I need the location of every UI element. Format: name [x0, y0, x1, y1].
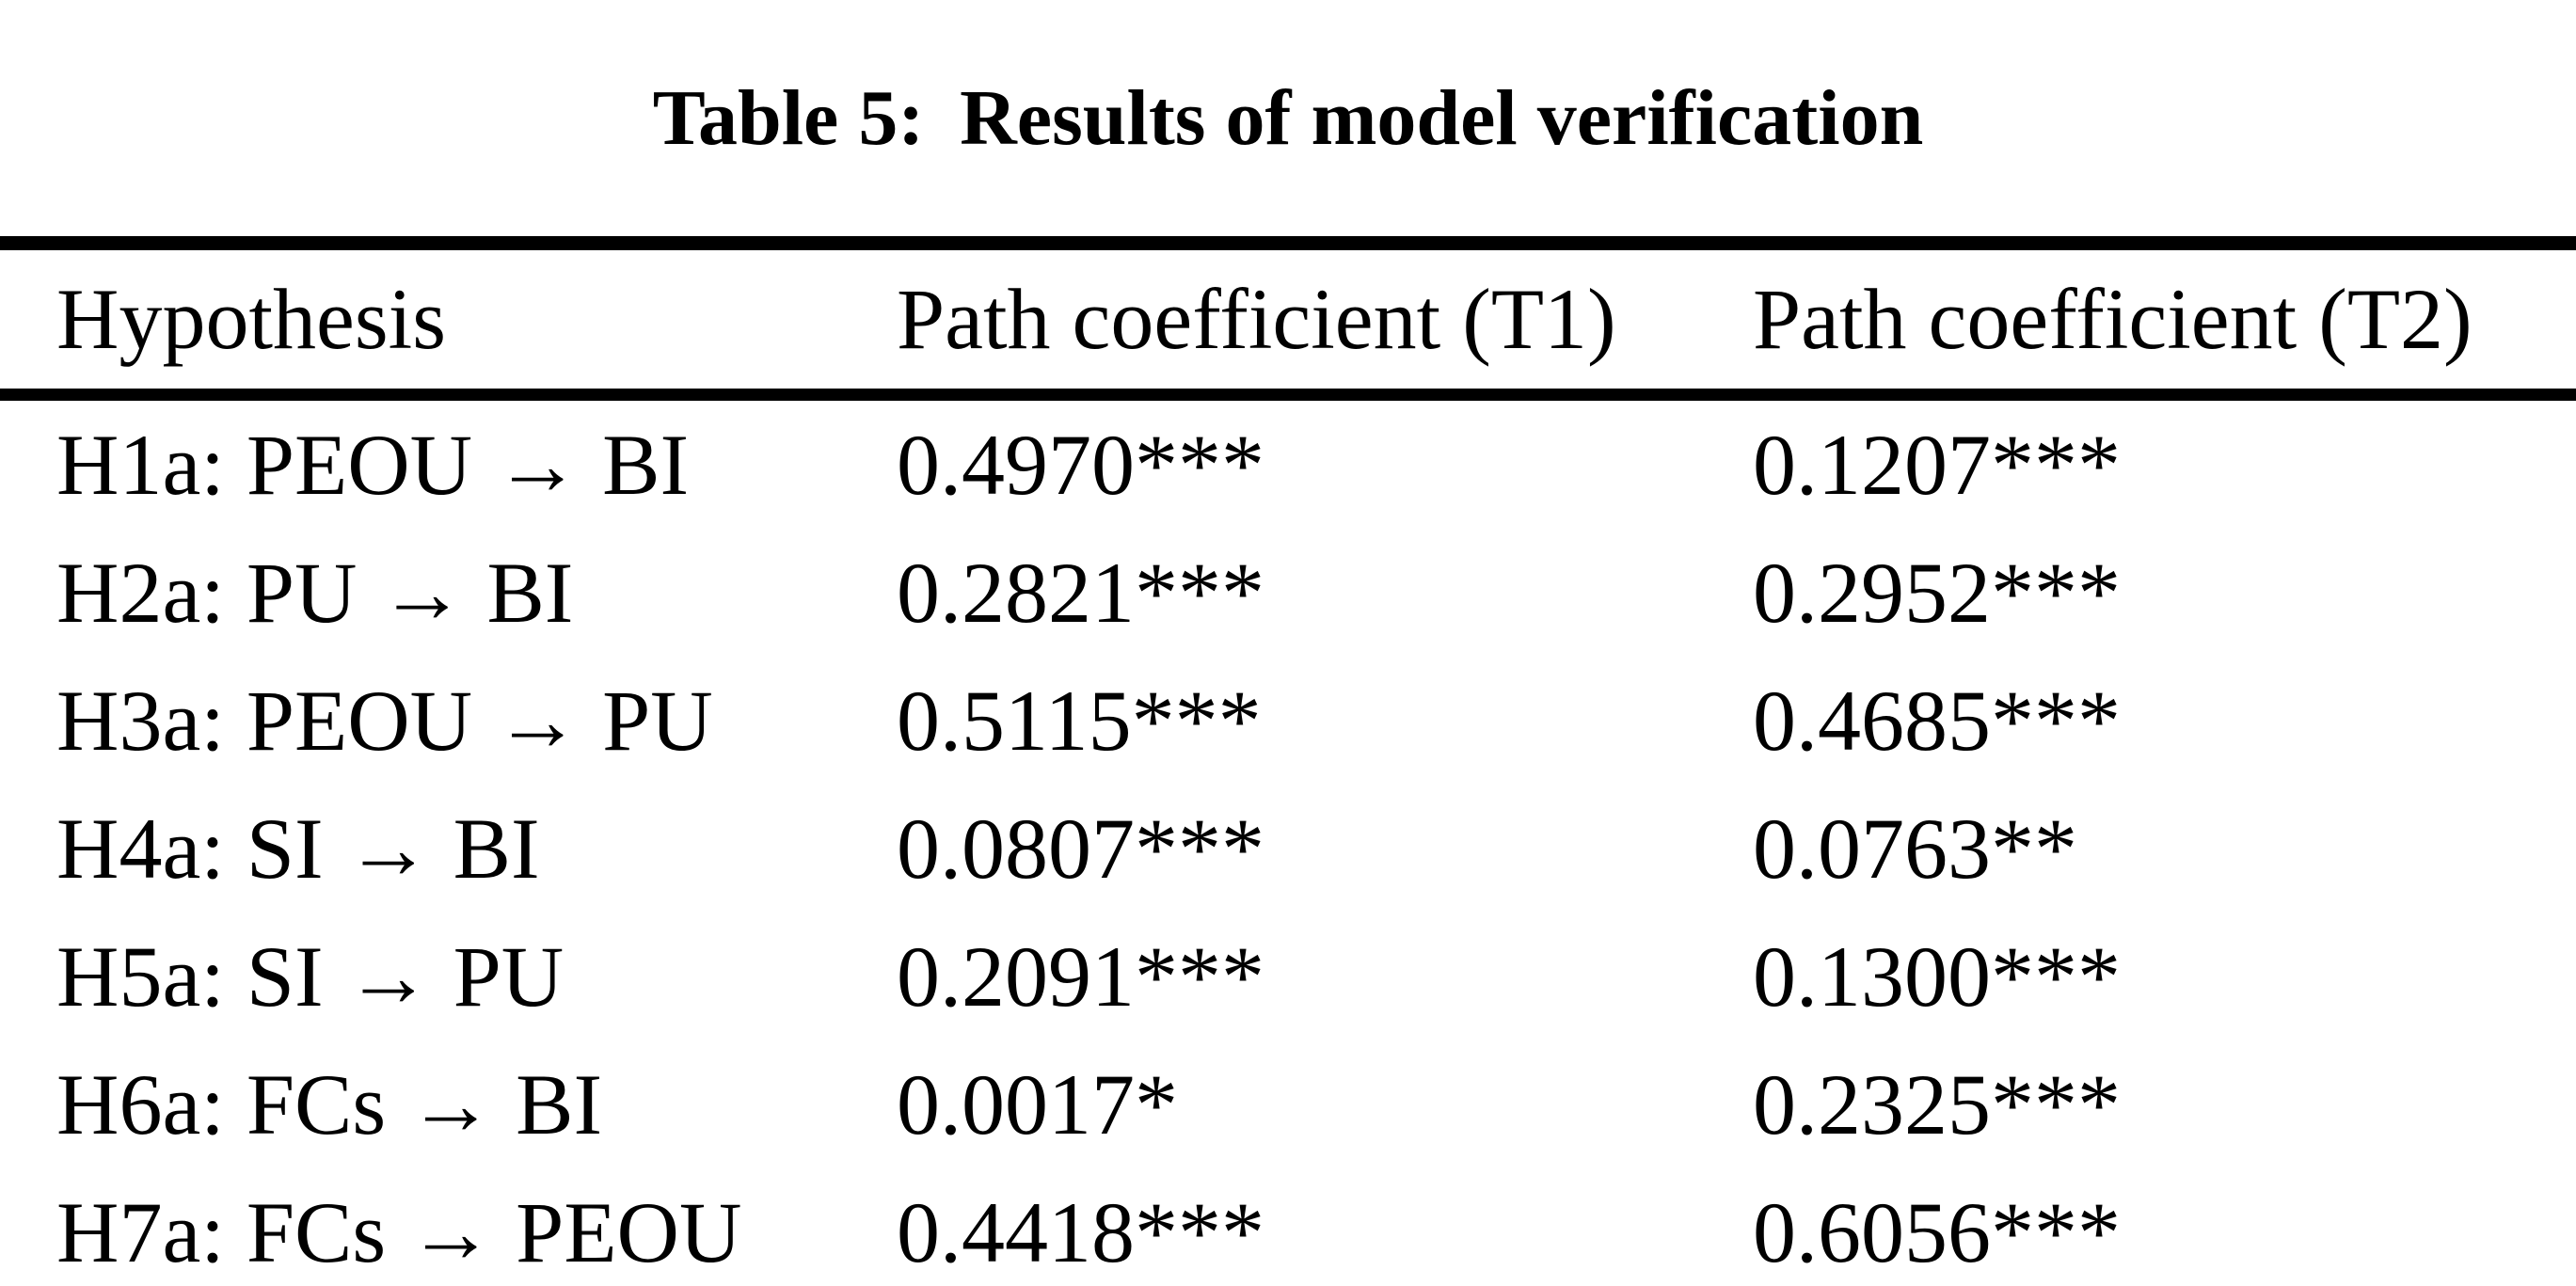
hypothesis-cell: H4a: SI → BI — [56, 800, 540, 897]
t1-cell: 0.0017* — [897, 1056, 1178, 1152]
t1-cell: 0.5115*** — [897, 672, 1262, 769]
t2-cell: 0.0763** — [1753, 800, 2077, 897]
t2-cell: 0.6056*** — [1753, 1183, 2121, 1280]
hypothesis-cell: H3a: PEOU → PU — [56, 672, 713, 769]
table-header-row: Hypothesis Path coefficient (T1) Path co… — [0, 250, 2576, 389]
hypothesis-cell: H5a: SI → PU — [56, 928, 564, 1024]
t2-cell: 0.2952*** — [1753, 544, 2121, 641]
column-header-path-coefficient-t1: Path coefficient (T1) — [897, 271, 1616, 368]
table-body: H1a: PEOU → BI 0.4970*** 0.1207*** H2a: … — [0, 401, 2576, 1286]
table-row: H4a: SI → BI 0.0807*** 0.0763** — [0, 785, 2576, 913]
t1-cell: 0.2091*** — [897, 928, 1264, 1024]
t1-cell: 0.2821*** — [897, 544, 1264, 641]
hypothesis-cell: H6a: FCs → BI — [56, 1056, 603, 1152]
table-row: H5a: SI → PU 0.2091*** 0.1300*** — [0, 913, 2576, 1040]
hypothesis-cell: H1a: PEOU → BI — [56, 416, 690, 513]
table-caption-label: Table 5: — [652, 73, 925, 162]
table-caption: Table 5: Results of model verification — [0, 53, 2576, 183]
hypothesis-cell: H2a: PU → BI — [56, 544, 574, 641]
table-header-rule — [0, 388, 2576, 401]
column-header-path-coefficient-t2: Path coefficient (T2) — [1753, 271, 2473, 368]
hypothesis-cell: H7a: FCs → PEOU — [56, 1183, 742, 1280]
t2-cell: 0.2325*** — [1753, 1056, 2121, 1152]
t2-cell: 0.1207*** — [1753, 416, 2121, 513]
table-row: H1a: PEOU → BI 0.4970*** 0.1207*** — [0, 401, 2576, 529]
results-table: Hypothesis Path coefficient (T1) Path co… — [0, 235, 2576, 1286]
t1-cell: 0.4970*** — [897, 416, 1264, 513]
t2-cell: 0.4685*** — [1753, 672, 2121, 769]
t1-cell: 0.4418*** — [897, 1183, 1264, 1280]
t1-cell: 0.0807*** — [897, 800, 1264, 897]
table-row: H3a: PEOU → PU 0.5115*** 0.4685*** — [0, 657, 2576, 785]
column-header-hypothesis: Hypothesis — [56, 271, 446, 368]
table-row: H7a: FCs → PEOU 0.4418*** 0.6056*** — [0, 1168, 2576, 1286]
table-row: H6a: FCs → BI 0.0017* 0.2325*** — [0, 1040, 2576, 1168]
table-top-rule — [0, 235, 2576, 250]
table-caption-text: Results of model verification — [960, 73, 1924, 162]
table-row: H2a: PU → BI 0.2821*** 0.2952*** — [0, 529, 2576, 657]
t2-cell: 0.1300*** — [1753, 928, 2121, 1024]
